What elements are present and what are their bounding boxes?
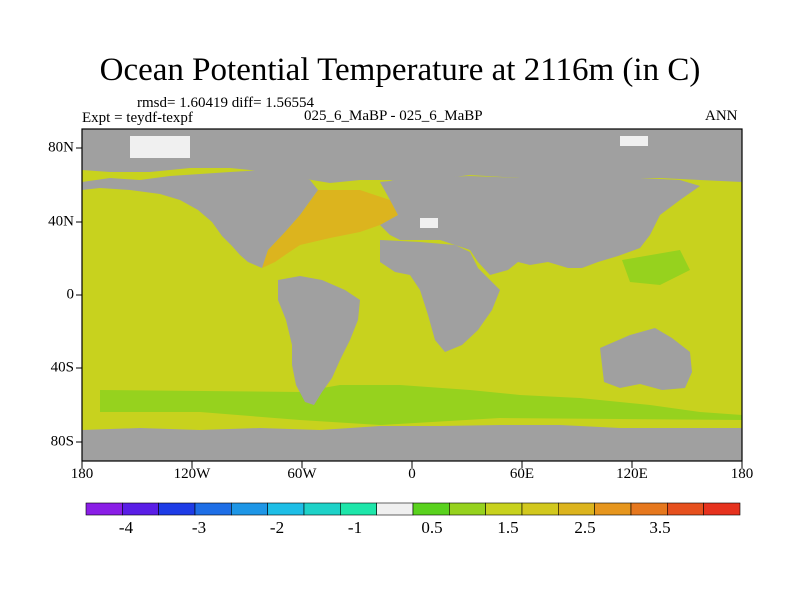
colorbar-label: -3 [191,518,207,537]
colorbar-swatch [376,502,414,516]
colorbar-swatch [303,502,341,516]
ice-patch [420,218,438,228]
y-tick-label: 80N [48,139,74,156]
colorbar-swatch [667,502,704,516]
season-label: ANN [705,108,738,124]
colorbar-label: 0.5 [421,518,443,537]
colorbar-swatch [594,502,632,516]
greenland-land [320,129,400,180]
colorbar-swatch [630,502,668,516]
x-tick-label: 60E [509,466,535,482]
colorbar-swatch [231,502,268,516]
eurasia-land [380,176,700,275]
colorbar-swatch [267,502,305,516]
colorbar-label: 1.5 [497,518,519,537]
colorbar-label: 2.5 [574,518,596,537]
south-america-land [278,276,360,405]
x-tick-label: 60W [287,466,317,482]
plot-title: Ocean Potential Temperature at 2116m (in… [99,52,701,88]
colorbar-swatch [194,502,232,516]
colorbar-swatch [85,502,123,516]
y-tick-label: 0 [66,286,75,303]
case-label: 025_6_MaBP - 025_6_MaBP [304,108,483,124]
colorbar-swatch [521,502,559,516]
north-america-land [82,170,318,268]
cold-patch-pacific [622,250,690,285]
x-tick-label: 180 [730,466,754,482]
stats-label: rmsd= 1.60419 diff= 1.56554 [137,95,315,111]
x-tick-label: 180 [70,466,94,482]
colorbar-swatch [122,502,159,516]
colorbar-swatch [412,502,450,516]
colorbar [85,502,741,516]
australia-land [600,328,692,390]
africa-land [380,240,500,352]
colorbar-swatch [158,502,196,516]
y-tick-label: 40N [48,213,74,230]
colorbar-label: -4 [118,518,134,537]
colorbar-label: -1 [347,518,363,537]
colorbar-swatch [340,502,377,516]
colorbar-label: 3.5 [649,518,671,537]
colorbar-swatch [485,502,523,516]
x-tick-label: 120W [173,466,211,482]
southern-ocean-cold-band [100,385,742,425]
antarctica-land [82,425,742,461]
experiment-label: Expt = teydf-texpf [82,110,193,126]
colorbar-swatch [449,502,486,516]
ice-patch [620,136,648,146]
y-tick-label: 80S [50,433,74,450]
ice-patch [130,136,190,158]
arctic-land [82,129,742,185]
x-tick-label: 0 [408,466,416,482]
colorbar-label: -2 [269,518,285,537]
colorbar-swatch [558,502,595,516]
x-tick-label: 120E [616,466,648,482]
y-tick-label: 40S [50,359,74,376]
colorbar-swatch [703,502,741,516]
north-atlantic-warm-anomaly [262,190,398,268]
